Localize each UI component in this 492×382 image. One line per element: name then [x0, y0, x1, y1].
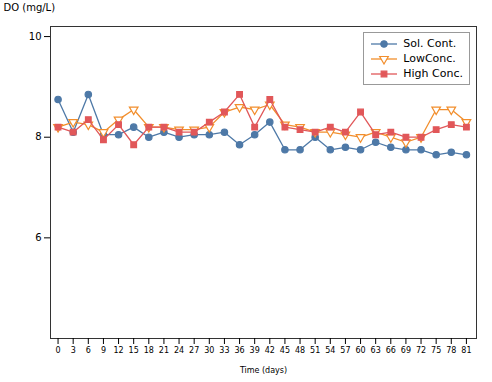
- svg-text:Time (days): Time (days): [239, 366, 287, 375]
- svg-text:10: 10: [29, 31, 42, 42]
- svg-text:81: 81: [461, 346, 471, 355]
- svg-text:54: 54: [325, 346, 335, 355]
- svg-text:8: 8: [35, 131, 41, 142]
- svg-text:57: 57: [340, 346, 350, 355]
- svg-text:24: 24: [174, 346, 184, 355]
- svg-text:21: 21: [159, 346, 169, 355]
- svg-text:39: 39: [250, 346, 260, 355]
- svg-text:36: 36: [234, 346, 244, 355]
- svg-text:51: 51: [310, 346, 320, 355]
- html-text:High Conc.: High Conc.: [403, 67, 463, 80]
- svg-text:60: 60: [355, 346, 365, 355]
- svg-text:30: 30: [204, 346, 214, 355]
- svg-text:0: 0: [56, 346, 61, 355]
- svg-text:45: 45: [280, 346, 290, 355]
- svg-text:72: 72: [416, 346, 426, 355]
- svg-text:48: 48: [295, 346, 305, 355]
- svg-text:15: 15: [129, 346, 139, 355]
- svg-text:6: 6: [86, 346, 91, 355]
- svg-text:66: 66: [386, 346, 396, 355]
- svg-text:78: 78: [446, 346, 456, 355]
- svg-text:3: 3: [71, 346, 76, 355]
- svg-text:6: 6: [35, 232, 41, 243]
- svg-text:63: 63: [371, 346, 381, 355]
- html-text:Sol. Cont.: Sol. Cont.: [403, 37, 457, 50]
- svg-text:75: 75: [431, 346, 441, 355]
- svg-text:27: 27: [189, 346, 199, 355]
- svg-text:42: 42: [265, 346, 275, 355]
- svg-text:69: 69: [401, 346, 411, 355]
- svg-text:18: 18: [144, 346, 154, 355]
- svg-text:9: 9: [101, 346, 106, 355]
- html-text:LowConc.: LowConc.: [403, 52, 456, 65]
- svg-text:DO (mg/L): DO (mg/L): [4, 2, 56, 13]
- svg-text:33: 33: [219, 346, 229, 355]
- svg-text:12: 12: [113, 346, 123, 355]
